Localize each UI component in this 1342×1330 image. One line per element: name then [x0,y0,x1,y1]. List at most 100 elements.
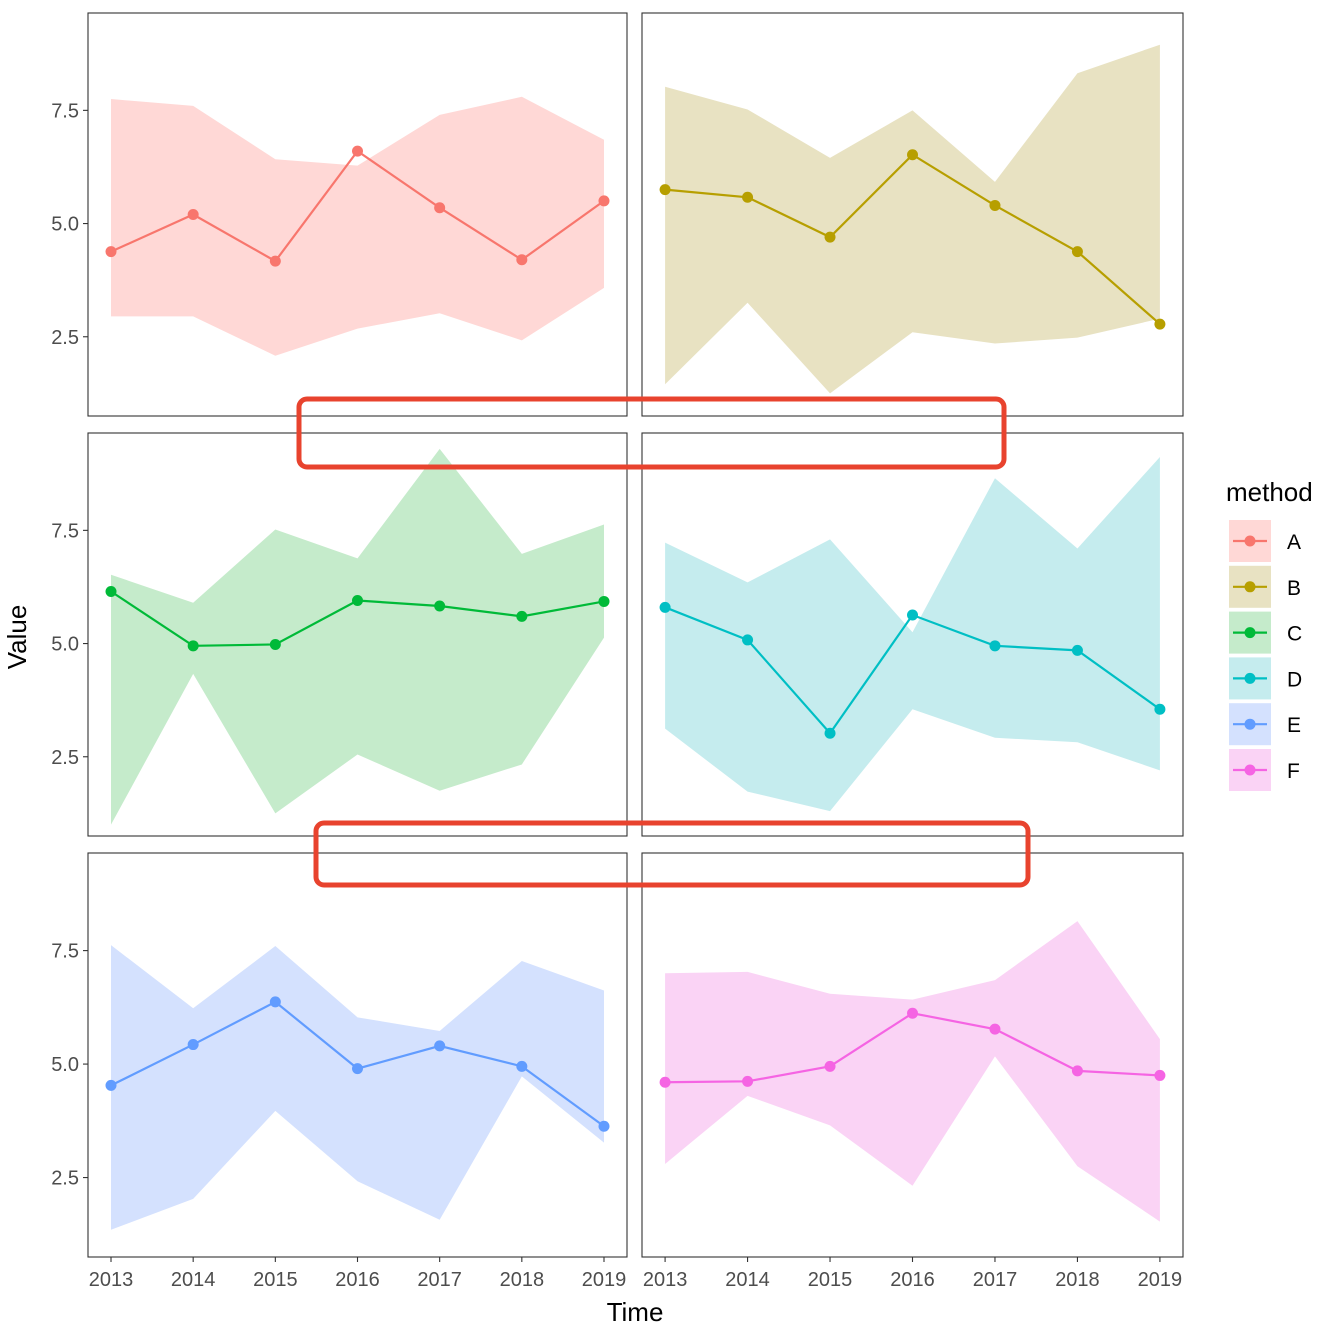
data-point-b-2014 [742,191,754,203]
data-point-b-2018 [1071,246,1083,258]
legend-item-f: F [1229,749,1300,791]
ribbon-c [111,448,604,825]
x-tick-label: 2014 [725,1269,770,1291]
data-point-d-2017 [989,640,1001,652]
data-point-b-2017 [989,199,1001,211]
facet-panel-d [641,432,1184,837]
x-tick-label: 2017 [417,1269,462,1291]
y-tick-label: 7.5 [51,520,79,542]
legend-key-point [1244,718,1256,730]
data-point-c-2013 [105,585,117,597]
legend-label: D [1287,668,1302,691]
x-tick-label: 2019 [1138,1269,1183,1291]
legend-item-c: C [1229,611,1302,654]
x-tick-label: 2014 [171,1269,216,1291]
data-point-b-2019 [1154,318,1166,330]
y-axis-title: Value [2,605,32,670]
x-tick-label: 2018 [1055,1269,1100,1291]
x-tick-label: 2016 [890,1269,935,1291]
data-point-d-2014 [742,634,754,646]
data-point-a-2019 [598,195,610,207]
legend-title: method [1226,477,1313,507]
x-tick-label: 2015 [808,1269,853,1291]
legend-item-e: E [1229,703,1301,746]
ribbon-d [665,456,1160,812]
ribbon-f [665,921,1160,1222]
highlight-box-top [296,396,1007,470]
data-point-d-2018 [1071,644,1083,656]
x-axis-title: Time [607,1297,664,1327]
y-tick-label: 5.0 [51,214,79,236]
legend-label: C [1287,623,1302,646]
data-point-d-2015 [824,727,836,739]
highlight-box-bottom [313,820,1031,888]
x-axis: 2013 2014 2015 2016 2017 2018 2019 2013 2014 2015… [89,1257,1182,1291]
panel-border [641,12,1184,417]
facet-panel-a: 2.5 5.0 7.5 [51,12,628,417]
data-point-b-2016 [907,149,918,161]
data-point-e-2014 [187,1039,199,1051]
data-point-e-2019 [598,1120,610,1132]
data-point-f-2014 [742,1075,754,1087]
y-tick-label: 5.0 [51,634,79,656]
y-tick-label: 7.5 [51,941,79,963]
legend-label: F [1287,760,1300,783]
ribbon-e [111,945,604,1230]
data-point-b-2015 [824,231,836,243]
legend-label: E [1287,714,1301,737]
data-point-a-2013 [105,246,117,258]
data-point-c-2019 [598,595,610,607]
y-tick-label: 7.5 [51,100,79,122]
panel-border [641,432,1184,837]
data-point-f-2015 [824,1060,836,1072]
legend-key-point [1244,535,1256,547]
annotations [296,396,1031,888]
data-point-c-2014 [187,640,199,652]
data-point-f-2013 [659,1076,671,1088]
y-tick-label: 2.5 [51,1168,79,1190]
legend-key-point [1244,581,1256,593]
y-tick-label: 5.0 [51,1054,79,1076]
legend-item-b: B [1229,565,1301,608]
legend-key-point [1244,627,1256,639]
data-point-f-2016 [907,1007,918,1019]
data-point-c-2016 [352,595,363,607]
data-point-f-2019 [1154,1069,1166,1081]
x-tick-label: 2016 [335,1269,380,1291]
legend-key-point [1244,672,1256,684]
data-point-c-2018 [516,610,528,622]
data-point-a-2016 [352,145,363,157]
x-tick-label: 2013 [89,1269,134,1291]
facet-panel-c: 2.5 5.0 7.5 [51,432,628,837]
x-tick-label: 2015 [253,1269,298,1291]
data-point-d-2013 [659,601,671,613]
data-point-c-2015 [269,638,281,650]
data-point-a-2018 [516,254,528,266]
data-point-b-2013 [659,184,671,196]
data-point-c-2017 [434,600,446,612]
facet-panels: 2.5 5.0 7.5 2.5 5.0 7.5 2.5 5.0 7.5 [51,12,1184,1258]
data-point-d-2016 [907,609,918,621]
data-point-e-2017 [434,1040,446,1052]
legend-item-d: D [1229,657,1302,700]
legend-label: A [1287,531,1301,554]
data-point-e-2016 [352,1063,363,1075]
x-tick-label: 2013 [643,1269,688,1291]
data-point-e-2018 [516,1060,528,1072]
x-tick-label: 2019 [582,1269,627,1291]
data-point-d-2019 [1154,703,1166,715]
y-tick-label: 2.5 [51,327,79,349]
facet-panel-b [641,12,1184,417]
panel-border [87,12,628,417]
legend-label: B [1287,577,1301,600]
data-point-a-2014 [187,209,199,220]
panel-border [87,432,628,837]
data-point-f-2017 [989,1023,1001,1035]
ribbon-a [111,96,604,356]
data-point-e-2013 [105,1079,117,1091]
data-point-a-2017 [434,202,446,214]
data-point-a-2015 [269,255,281,267]
data-point-f-2018 [1071,1065,1083,1077]
ribbon-b [665,44,1160,394]
